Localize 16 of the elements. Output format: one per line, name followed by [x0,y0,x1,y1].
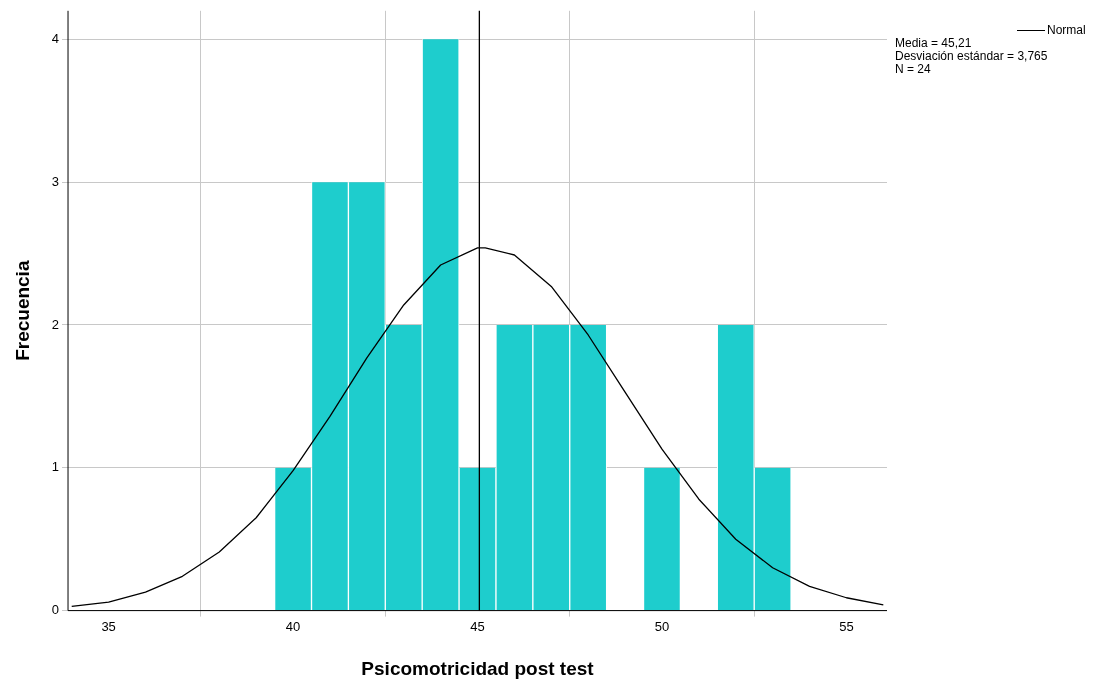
y-tick-label: 4 [51,30,60,46]
x-tick-label: 35 [101,618,116,634]
x-axis-title: Psicomotricidad post test [361,657,595,679]
x-tick-label: 55 [839,618,854,634]
x-tick-label: 40 [285,618,301,634]
text: Media = 45,21 [895,36,973,50]
text: N = 24 [895,62,932,76]
y-tick-label: 2 [51,316,60,332]
x-tick-label: 50 [654,618,670,634]
text: Desviación estándar = 3,765 [895,49,1049,63]
legend-label: Normal [1047,23,1086,37]
y-axis-title: Frecuencia [11,260,33,361]
y-tick-label: 3 [51,173,60,189]
x-tick-label: 45 [470,618,485,634]
y-tick-label: 1 [51,459,60,475]
y-tick-label: 0 [51,602,60,618]
